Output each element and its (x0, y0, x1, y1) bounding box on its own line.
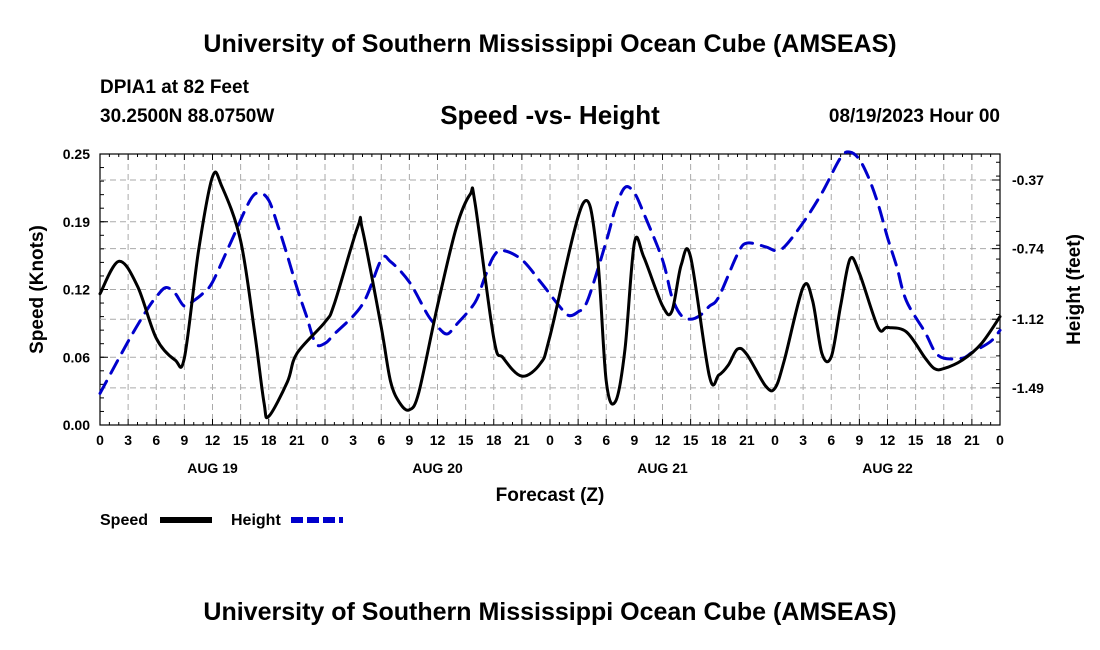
series-line-speed (98, 170, 1002, 420)
x-day-label: AUG 20 (412, 460, 463, 476)
x-tick-label: 6 (827, 432, 835, 448)
x-tick-label: 15 (908, 432, 924, 448)
x-day-label: AUG 19 (187, 460, 238, 476)
y-tick-label: 0.12 (63, 282, 90, 298)
x-tick-label: 18 (261, 432, 277, 448)
y2-tick-label: -1.12 (1012, 311, 1044, 327)
x-tick-label: 15 (458, 432, 474, 448)
y-tick-label: 0.00 (63, 417, 90, 433)
y2-tick-label: -1.49 (1012, 380, 1044, 396)
y-axis-title: Speed (Knots) (27, 225, 48, 354)
x-tick-label: 18 (486, 432, 502, 448)
x-tick-label: 0 (546, 432, 554, 448)
series-layer (98, 150, 1002, 420)
y-tick-label: 0.25 (63, 146, 90, 162)
station-name: DPIA1 at 82 Feet (100, 77, 249, 98)
x-tick-label: 18 (936, 432, 952, 448)
legend: Speed Height (100, 512, 343, 529)
x-tick-label: 15 (233, 432, 249, 448)
x-tick-label: 12 (430, 432, 446, 448)
series-line-height (98, 150, 1002, 395)
x-tick-label: 9 (405, 432, 413, 448)
x-tick-label: 3 (799, 432, 807, 448)
legend-label-height: Height (231, 512, 281, 529)
y-tick-label: 0.06 (63, 349, 90, 365)
station-coordinates: 30.2500N 88.0750W (100, 106, 275, 127)
footer-title: University of Southern Mississippi Ocean… (203, 598, 897, 626)
x-tick-label: 12 (655, 432, 671, 448)
x-axis-title: Forecast (Z) (496, 485, 605, 506)
x-tick-label: 0 (96, 432, 104, 448)
x-day-label: AUG 22 (862, 460, 913, 476)
x-tick-label: 9 (855, 432, 863, 448)
x-tick-label: 21 (739, 432, 755, 448)
x-tick-label: 3 (574, 432, 582, 448)
x-tick-label: 0 (771, 432, 779, 448)
x-tick-label: 6 (602, 432, 610, 448)
x-tick-label: 18 (711, 432, 727, 448)
x-tick-label: 3 (124, 432, 132, 448)
y-tick-label: 0.19 (63, 214, 90, 230)
x-day-label: AUG 21 (637, 460, 688, 476)
legend-label-speed: Speed (100, 512, 148, 529)
x-tick-label: 12 (880, 432, 896, 448)
y2-tick-label: -0.37 (1012, 172, 1044, 188)
x-tick-label: 6 (152, 432, 160, 448)
x-tick-label: 21 (289, 432, 305, 448)
x-tick-label: 15 (683, 432, 699, 448)
x-tick-label: 12 (205, 432, 221, 448)
x-tick-label: 0 (321, 432, 329, 448)
forecast-date: 08/19/2023 Hour 00 (828, 106, 1000, 127)
x-tick-label: 9 (180, 432, 188, 448)
x-tick-label: 9 (630, 432, 638, 448)
x-tick-label: 6 (377, 432, 385, 448)
axis-labels: 0 3 6 9 12 15 18 21 0 3 6 9 12 15 18 21 0 3 6 9 12 15 18 21 0 3 6 9… (27, 146, 1085, 506)
y2-tick-label: -0.74 (1012, 241, 1044, 257)
x-tick-label: 0 (996, 432, 1004, 448)
main-title: University of Southern Mississippi Ocean… (203, 30, 897, 58)
y2-axis-title: Height (feet) (1064, 234, 1085, 345)
chart-title: Speed -vs- Height (440, 100, 660, 130)
x-tick-label: 21 (514, 432, 530, 448)
x-tick-label: 21 (964, 432, 980, 448)
x-tick-label: 3 (349, 432, 357, 448)
